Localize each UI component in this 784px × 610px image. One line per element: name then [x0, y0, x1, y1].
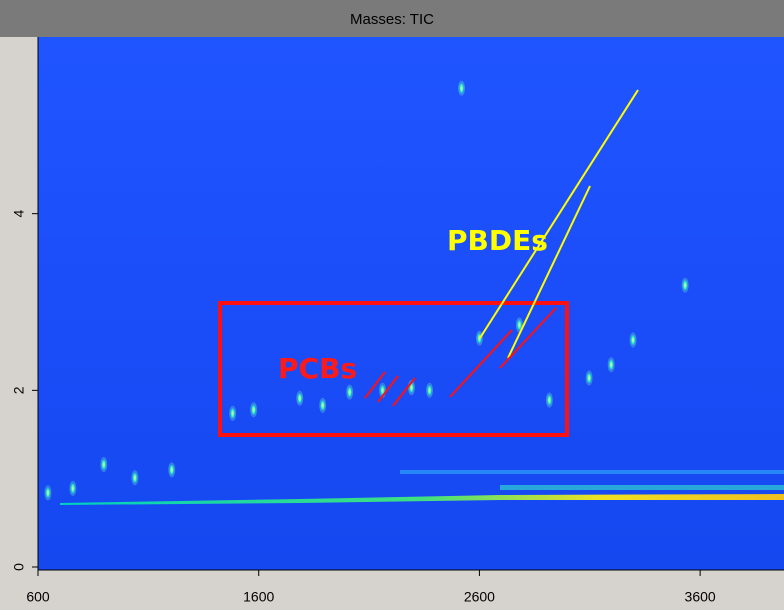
baseline-band — [500, 485, 784, 490]
peak — [69, 480, 77, 496]
peak — [319, 397, 327, 413]
peak — [426, 382, 434, 398]
peak — [250, 402, 258, 418]
peak — [629, 332, 637, 348]
title-bar — [0, 0, 784, 37]
y-tick-label: 0 — [11, 563, 27, 571]
peak — [44, 485, 52, 501]
marks — [44, 80, 689, 501]
x-tick-label: 1600 — [243, 589, 274, 605]
highlight-box — [218, 301, 569, 437]
y-tick-label: 4 — [11, 210, 27, 218]
peak — [296, 390, 304, 406]
peak — [229, 405, 237, 421]
peak — [100, 457, 108, 473]
annotation: PCBs — [278, 352, 357, 385]
annotation: PBDEs — [447, 224, 548, 257]
peak — [475, 330, 483, 346]
pbde-lines — [479, 89, 639, 359]
baseline-band — [60, 494, 784, 505]
peak — [681, 277, 689, 293]
peak — [545, 392, 553, 408]
peak — [346, 384, 354, 400]
x-tick-label: 600 — [26, 589, 50, 605]
chart-title: Masses: TIC — [350, 11, 434, 28]
pcb-lines — [364, 307, 557, 407]
x-tick-label: 3600 — [685, 589, 716, 605]
peak — [585, 370, 593, 386]
y-tick-label: 2 — [11, 386, 27, 394]
peak — [607, 357, 615, 373]
peak — [131, 470, 139, 486]
x-tick-label: 2600 — [464, 589, 495, 605]
peak — [458, 80, 466, 96]
baseline-band — [400, 470, 784, 474]
peak — [168, 462, 176, 478]
